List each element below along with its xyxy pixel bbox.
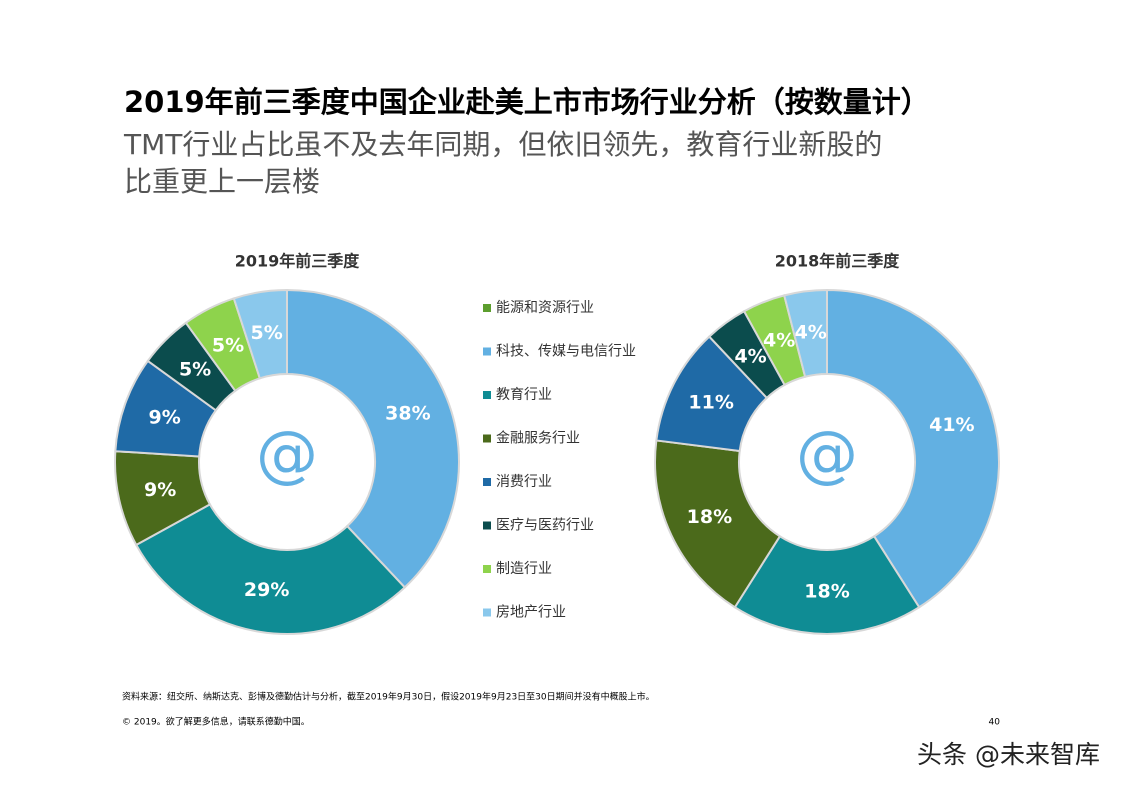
legend-swatch bbox=[483, 608, 491, 617]
data-label: 41% bbox=[929, 414, 974, 436]
legend-swatch bbox=[483, 304, 491, 312]
chart-title: 2018年前三季度 bbox=[775, 252, 901, 271]
legend-label: 房地产行业 bbox=[496, 605, 566, 621]
data-label: 38% bbox=[385, 403, 430, 425]
data-label: 4% bbox=[763, 330, 795, 352]
subtitle: 比重更上一层楼 bbox=[124, 165, 320, 198]
donut-segment bbox=[783, 288, 828, 378]
donut-segment bbox=[286, 288, 460, 589]
legend-label: 消费行业 bbox=[496, 474, 552, 490]
legend-label: 能源和资源行业 bbox=[496, 300, 594, 316]
title: 2019年前三季度中国企业赴美上市市场行业分析（按数量计） bbox=[124, 85, 930, 119]
legend-swatch bbox=[483, 478, 491, 486]
legend-label: 教育行业 bbox=[496, 387, 552, 403]
legend-swatch bbox=[483, 347, 491, 356]
center-icon: @ bbox=[256, 417, 318, 490]
donut-segment bbox=[733, 534, 921, 635]
data-label: 5% bbox=[251, 322, 283, 344]
footnote: 资料来源：纽交所、纳斯达克、彭博及德勤估计与分析，截至2019年9月30日，假设… bbox=[122, 691, 655, 703]
donut-segment bbox=[134, 503, 407, 635]
legend-swatch bbox=[483, 391, 491, 399]
chart-title: 2019年前三季度 bbox=[235, 252, 361, 271]
data-label: 18% bbox=[804, 581, 849, 603]
legend-swatch bbox=[483, 521, 491, 530]
legend-label: 科技、传媒与电信行业 bbox=[496, 344, 636, 360]
copyright: © 2019。欲了解更多信息，请联系德勤中国。 bbox=[122, 716, 310, 728]
data-label: 11% bbox=[688, 391, 733, 413]
legend-swatch bbox=[483, 434, 491, 443]
donut-segment bbox=[654, 439, 782, 609]
data-label: 29% bbox=[244, 579, 289, 601]
data-label: 4% bbox=[795, 322, 827, 344]
legend-label: 金融服务行业 bbox=[496, 431, 580, 447]
center-icon: @ bbox=[796, 417, 858, 490]
data-label: 5% bbox=[212, 335, 244, 357]
legend-label: 制造行业 bbox=[496, 561, 552, 577]
watermark: 头条 @未来智库 bbox=[917, 740, 1100, 769]
donut-segment bbox=[826, 288, 1000, 609]
legend-swatch bbox=[483, 565, 491, 573]
donut-segment bbox=[232, 288, 288, 380]
data-label: 18% bbox=[687, 506, 732, 528]
data-label: 9% bbox=[149, 406, 181, 428]
subtitle: TMT行业占比虽不及去年同期，但依旧领先，教育行业新股的 bbox=[123, 128, 882, 161]
page-number: 40 bbox=[989, 718, 1001, 728]
data-label: 5% bbox=[179, 359, 211, 381]
legend-label: 医疗与医药行业 bbox=[496, 518, 594, 534]
data-label: 4% bbox=[734, 345, 766, 367]
data-label: 9% bbox=[144, 479, 176, 501]
